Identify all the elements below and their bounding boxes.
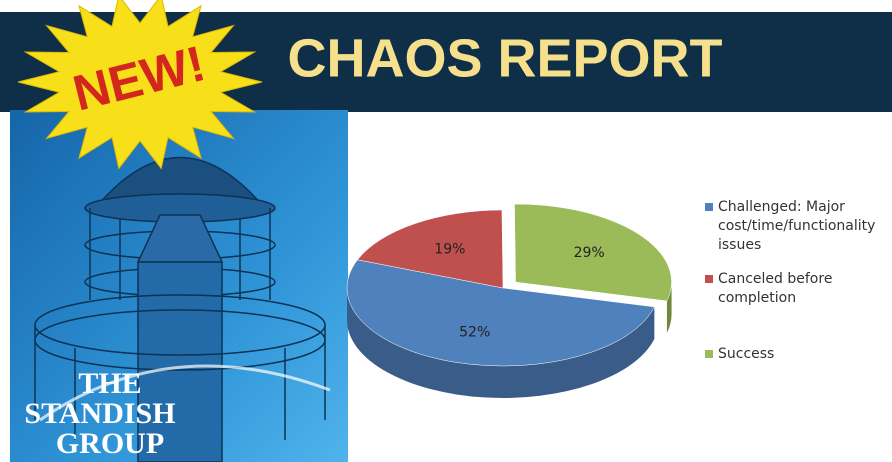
legend-label: Success xyxy=(705,345,892,364)
slide: CHAOS REPORT NEW! THE STANDISH GROUP 52%… xyxy=(0,0,892,462)
legend-label: Challenged: Major cost/time/functionalit… xyxy=(705,198,892,255)
logo-line: GROUP xyxy=(56,427,164,460)
data-label: 29% xyxy=(574,245,605,261)
data-label: 19% xyxy=(434,241,465,257)
legend-label: Canceled before completion xyxy=(705,270,892,308)
legend-item: Success xyxy=(705,345,892,364)
logo-line: THE xyxy=(78,367,141,400)
slide-title: CHAOS REPORT xyxy=(287,28,722,88)
legend-item: Canceled before completion xyxy=(705,270,892,308)
legend-swatch xyxy=(705,203,713,211)
legend-swatch xyxy=(705,275,713,283)
logo-line: STANDISH xyxy=(24,397,175,430)
data-label: 52% xyxy=(459,325,490,341)
badge-text: NEW! xyxy=(68,35,211,122)
legend-item: Challenged: Major cost/time/functionalit… xyxy=(705,198,892,255)
legend-swatch xyxy=(705,350,713,358)
